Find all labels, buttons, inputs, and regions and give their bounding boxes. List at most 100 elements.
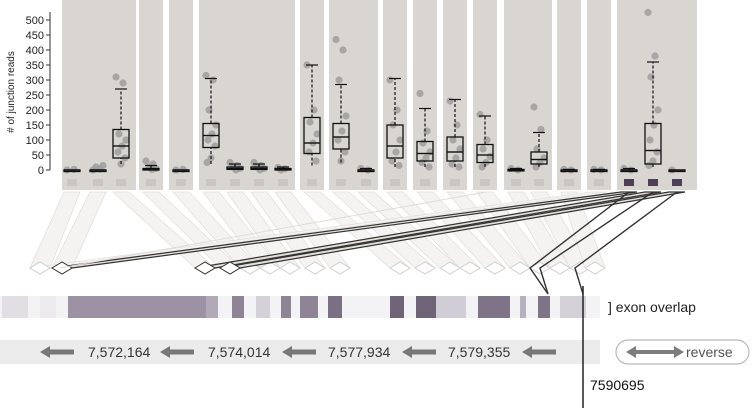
junction-select-handle[interactable] bbox=[146, 179, 156, 186]
junction-boxplot[interactable] bbox=[332, 35, 350, 186]
data-point bbox=[653, 148, 661, 156]
data-point bbox=[341, 148, 349, 156]
exon-block[interactable] bbox=[520, 296, 526, 318]
junction-boxplot[interactable] bbox=[446, 97, 464, 186]
junction-select-handle[interactable] bbox=[176, 179, 186, 186]
junction-panel[interactable] bbox=[139, 0, 163, 190]
junction-panel[interactable] bbox=[587, 0, 611, 190]
junction-select-handle[interactable] bbox=[307, 179, 317, 186]
junction-connectors bbox=[29, 191, 686, 295]
junction-boxplot[interactable] bbox=[303, 61, 321, 186]
exon-block[interactable] bbox=[281, 296, 291, 318]
junction-select-handle[interactable] bbox=[534, 179, 544, 186]
exon-block[interactable] bbox=[328, 296, 342, 318]
data-point bbox=[476, 110, 484, 119]
junction-boxplot[interactable] bbox=[63, 165, 81, 186]
exon-block[interactable] bbox=[206, 296, 218, 318]
junction-boxplot[interactable] bbox=[386, 76, 404, 186]
exon-block[interactable] bbox=[40, 296, 56, 318]
junction-select-handle[interactable] bbox=[594, 179, 604, 186]
exon-block[interactable] bbox=[436, 296, 466, 318]
junction-boxplot[interactable] bbox=[172, 165, 190, 186]
data-point bbox=[99, 161, 107, 170]
data-point bbox=[204, 136, 212, 144]
double-arrow-icon bbox=[626, 346, 684, 358]
box bbox=[386, 124, 404, 159]
junction-boxplot[interactable] bbox=[560, 165, 578, 186]
junction-panel[interactable] bbox=[199, 0, 295, 190]
junction-boxplot[interactable] bbox=[507, 164, 525, 186]
exon-block[interactable] bbox=[256, 296, 270, 318]
junction-select-handle[interactable] bbox=[67, 179, 77, 186]
exon-block[interactable] bbox=[560, 296, 586, 318]
position-marker: 7590695 bbox=[582, 286, 645, 408]
junction-boxplot[interactable] bbox=[476, 110, 494, 186]
junction-select-handle[interactable] bbox=[450, 179, 460, 186]
data-point bbox=[313, 130, 321, 138]
junction-boxplot[interactable] bbox=[590, 165, 608, 186]
junction-boxplot[interactable] bbox=[620, 164, 638, 186]
junction-boxplot[interactable] bbox=[202, 71, 220, 186]
junction-boxplot[interactable] bbox=[530, 103, 548, 186]
exon-block[interactable] bbox=[232, 296, 244, 318]
y-tick-label: 200 bbox=[26, 105, 44, 117]
junction-select-handle[interactable] bbox=[511, 179, 521, 186]
junction-select-handle[interactable] bbox=[420, 179, 430, 186]
y-tick-label: 0 bbox=[38, 165, 44, 177]
exon-block[interactable] bbox=[416, 296, 436, 318]
exon-block[interactable] bbox=[2, 296, 28, 318]
junction-boxplot[interactable] bbox=[274, 164, 292, 186]
junction-select-handle[interactable] bbox=[93, 179, 103, 186]
junction-select-handle[interactable] bbox=[361, 179, 371, 186]
exon-overlap-label: ] exon overlap bbox=[608, 299, 696, 315]
exon-block[interactable] bbox=[68, 296, 218, 318]
junction-end-marker bbox=[389, 261, 411, 275]
junction-select-handle[interactable] bbox=[672, 179, 682, 186]
junction-boxplot[interactable] bbox=[89, 161, 107, 186]
junction-panel[interactable] bbox=[169, 0, 193, 190]
y-tick-label: 50 bbox=[32, 150, 44, 162]
data-point bbox=[342, 112, 350, 120]
data-point bbox=[339, 46, 347, 54]
junction-boxplot[interactable] bbox=[226, 158, 244, 186]
junction-select-handle[interactable] bbox=[116, 179, 126, 186]
reverse-strand-button[interactable]: reverse bbox=[615, 339, 750, 365]
exon-block[interactable] bbox=[538, 296, 550, 318]
exon-block[interactable] bbox=[478, 296, 510, 318]
junction-boxplot[interactable] bbox=[357, 164, 375, 186]
exon-block[interactable] bbox=[390, 296, 404, 318]
junction-panel[interactable] bbox=[617, 0, 697, 190]
junction-end-marker bbox=[584, 261, 606, 275]
junction-end-marker bbox=[194, 261, 216, 275]
box bbox=[644, 122, 662, 165]
junction-select-handle[interactable] bbox=[254, 179, 264, 186]
data-point bbox=[532, 163, 540, 171]
junction-select-handle[interactable] bbox=[564, 179, 574, 186]
junction-select-handle[interactable] bbox=[624, 179, 634, 186]
data-point bbox=[644, 8, 652, 17]
y-tick-label: 350 bbox=[26, 60, 44, 72]
junction-select-handle[interactable] bbox=[648, 179, 658, 186]
data-point bbox=[211, 142, 219, 150]
junction-select-handle[interactable] bbox=[390, 179, 400, 186]
junction-boxplot[interactable] bbox=[668, 166, 686, 186]
junction-panel[interactable] bbox=[329, 0, 378, 190]
junction-boxplot[interactable] bbox=[250, 158, 268, 186]
junction-select-handle[interactable] bbox=[206, 179, 216, 186]
junction-boxplot[interactable] bbox=[112, 73, 130, 186]
junction-select-handle[interactable] bbox=[230, 179, 240, 186]
junction-boxplot[interactable] bbox=[142, 157, 160, 186]
junction-boxplot[interactable] bbox=[416, 89, 434, 186]
exon-block[interactable] bbox=[300, 296, 318, 318]
junction-select-handle[interactable] bbox=[480, 179, 490, 186]
junction-select-handle[interactable] bbox=[336, 179, 346, 186]
junction-panel[interactable] bbox=[557, 0, 581, 190]
data-point bbox=[122, 136, 130, 144]
junction-select-handle[interactable] bbox=[278, 179, 288, 186]
box bbox=[530, 151, 548, 165]
y-tick-label: 400 bbox=[26, 45, 44, 57]
data-point bbox=[202, 71, 210, 80]
junction-boxplot[interactable] bbox=[644, 8, 662, 186]
